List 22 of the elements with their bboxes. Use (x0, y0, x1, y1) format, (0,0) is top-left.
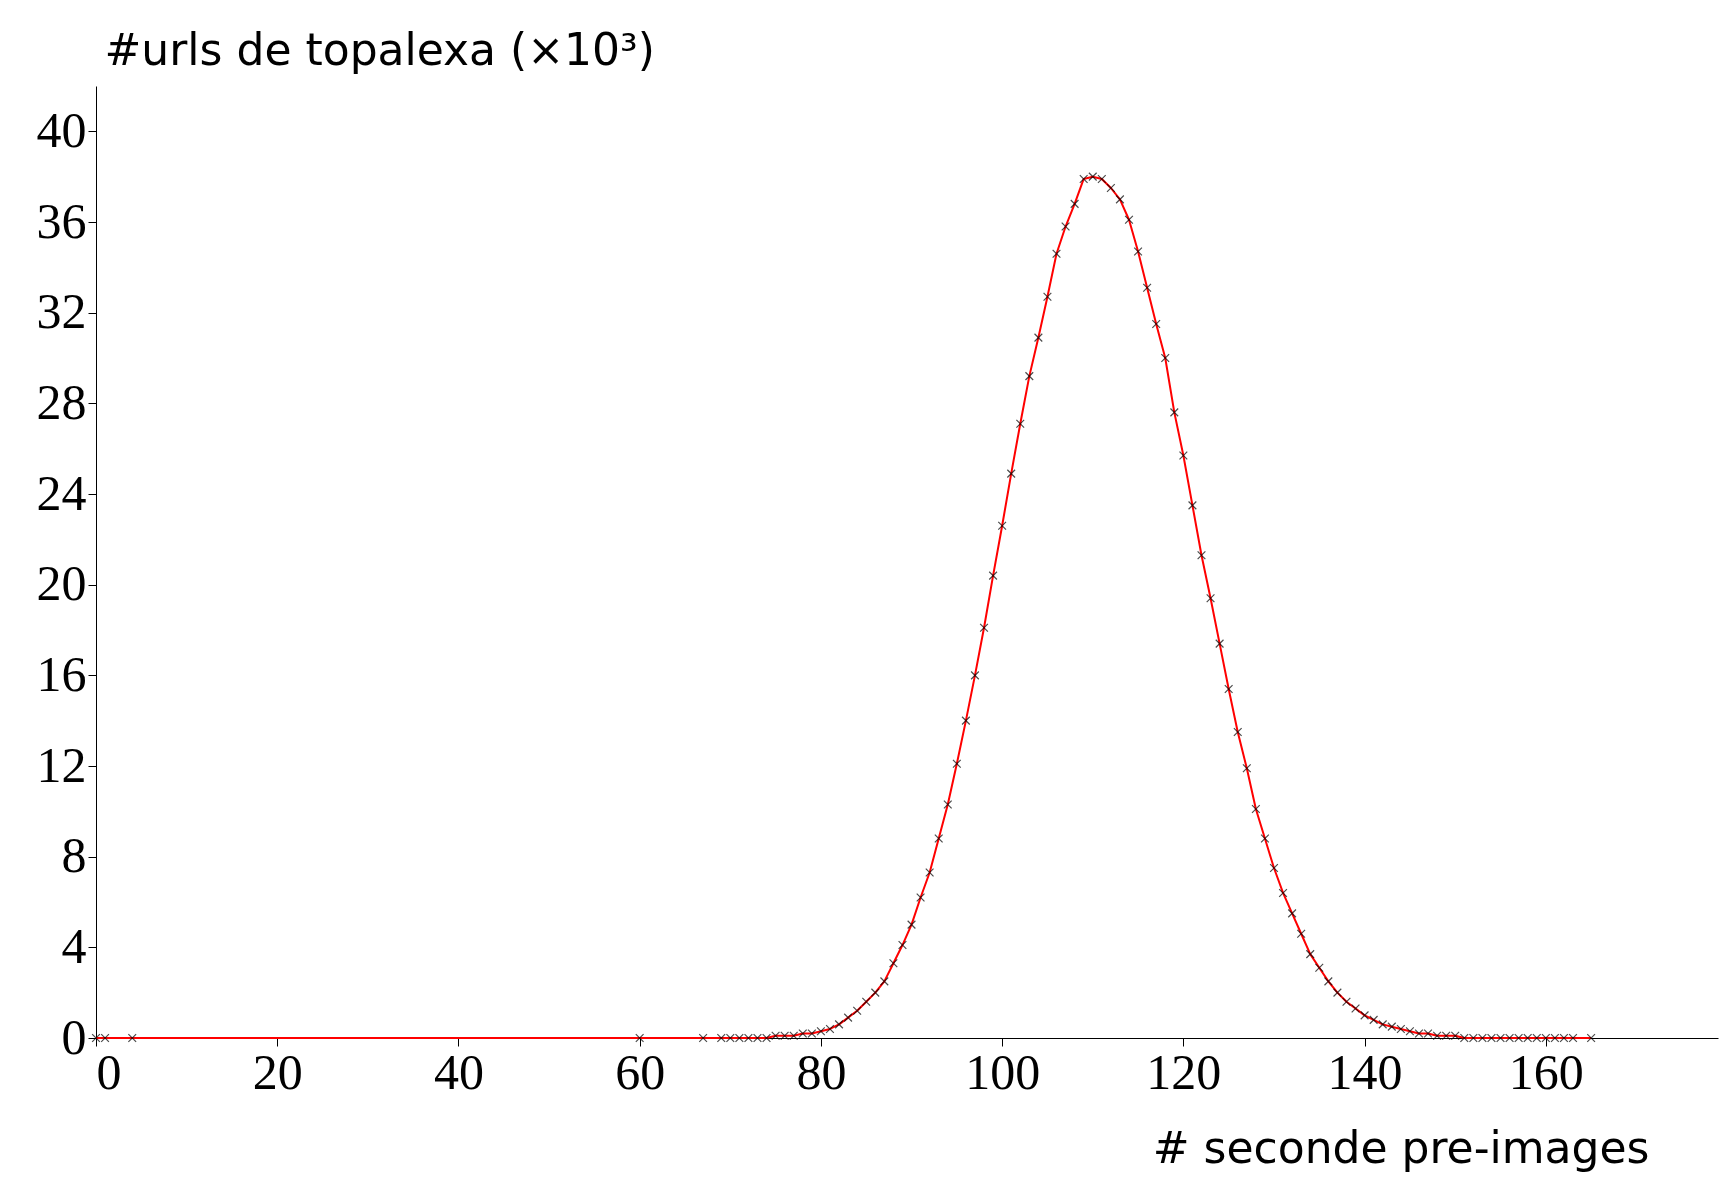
y-tick-label: 32 (36, 283, 87, 340)
y-tick-label: 4 (61, 917, 87, 974)
y-tick-label: 40 (36, 101, 87, 158)
y-tick-label: 12 (36, 736, 87, 793)
x-axis-title: # seconde pre-images (1152, 1121, 1650, 1173)
x-tick-label: 40 (433, 1043, 484, 1100)
x-tick-label: 20 (252, 1043, 303, 1100)
y-tick-label: 24 (36, 464, 87, 521)
x-tick-label: 0 (96, 1043, 122, 1100)
y-tick-label: 16 (36, 645, 87, 702)
x-tick-label: 80 (796, 1043, 847, 1100)
x-tick-label: 120 (1146, 1043, 1222, 1100)
y-tick-label: 0 (61, 1008, 87, 1065)
y-axis-title: #urls de topalexa (×10³) (104, 23, 655, 75)
x-tick-label: 60 (615, 1043, 666, 1100)
x-tick-label: 100 (965, 1043, 1041, 1100)
y-tick-label: 28 (36, 373, 87, 430)
y-tick-label: 20 (36, 555, 87, 612)
x-tick-label: 160 (1508, 1043, 1584, 1100)
x-tick-label: 140 (1327, 1043, 1403, 1100)
y-tick-label: 36 (36, 192, 87, 249)
y-tick-label: 8 (61, 827, 87, 884)
